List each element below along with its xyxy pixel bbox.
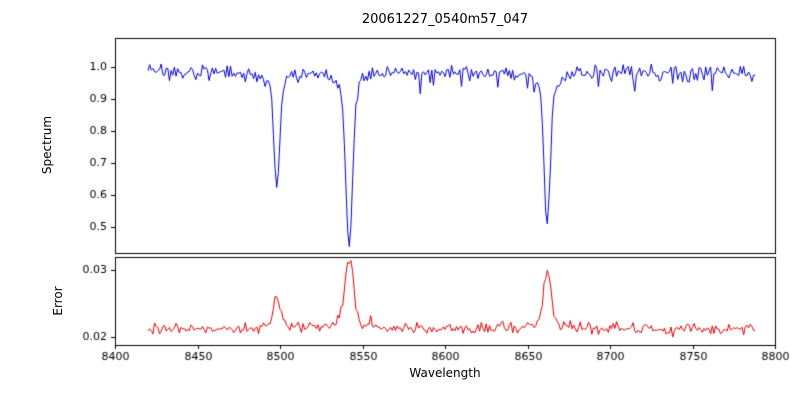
x-axis-label: Wavelength: [409, 366, 481, 380]
chart-title: 20061227_0540m57_047: [361, 12, 529, 27]
y-axis-label-spectrum: Spectrum: [40, 115, 54, 175]
y-axis-label-error: Error: [51, 286, 65, 316]
